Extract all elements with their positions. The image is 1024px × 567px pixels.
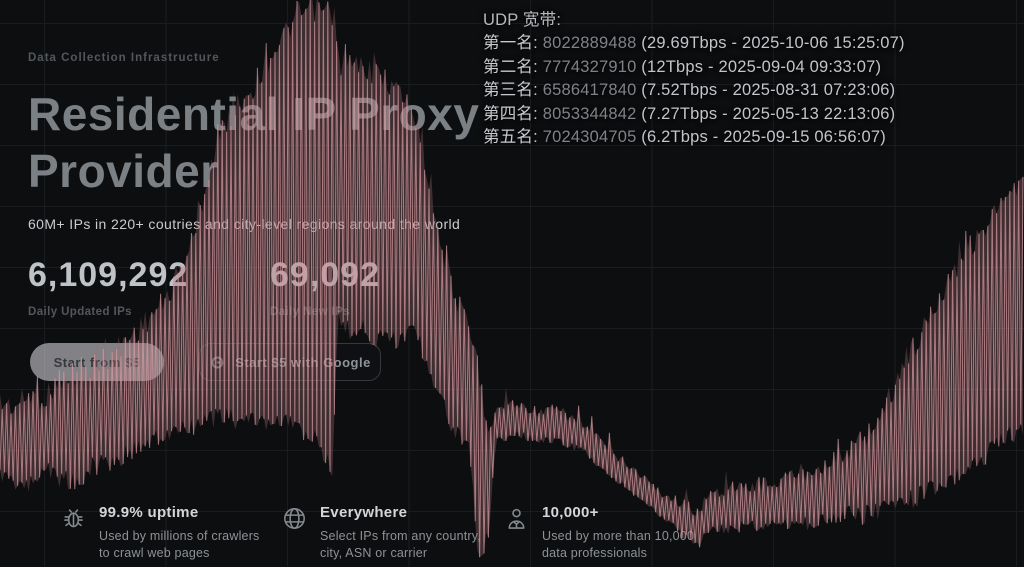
udp-rank-label: 第二名: xyxy=(483,57,538,76)
feature-row: 99.9% uptime Used by millions of crawler… xyxy=(0,504,1024,567)
udp-rank-row: 第三名: 6586417840 (7.52Tbps - 2025-08-31 0… xyxy=(483,79,905,102)
stat-value: 69,092 xyxy=(270,256,380,294)
hero-subtitle: 60M+ IPs in 220+ coutries and city-level… xyxy=(28,216,461,232)
udp-rank-detail: (12Tbps - 2025-09-04 09:33:07) xyxy=(641,57,882,76)
feature-body: Used by more than 10,000 data profession… xyxy=(542,528,694,562)
stat-daily-new-ips: 69,092 Daily New IPs xyxy=(270,256,380,318)
stat-value: 6,109,292 xyxy=(28,256,189,294)
udp-rank-detail: (6.2Tbps - 2025-09-15 06:56:07) xyxy=(641,128,886,147)
feature-uptime: 99.9% uptime Used by millions of crawler… xyxy=(60,504,260,562)
eyebrow-label: Data Collection Infrastructure xyxy=(28,52,220,64)
feature-body-line2: to crawl web pages xyxy=(99,546,210,560)
udp-rank-label: 第三名: xyxy=(483,81,538,100)
feature-body: Used by millions of crawlers to crawl we… xyxy=(99,528,260,562)
feature-title: 10,000+ xyxy=(542,504,599,521)
udp-rank-detail: (7.27Tbps - 2025-05-13 22:13:06) xyxy=(641,104,896,123)
udp-rank-id: 7774327910 xyxy=(542,57,637,76)
bug-icon xyxy=(64,509,83,528)
start-from-5-label: Start from $5 xyxy=(53,354,141,370)
stat-label: Daily New IPs xyxy=(270,306,350,318)
feature-text: Everywhere Select IPs from any country, … xyxy=(320,504,481,562)
feature-body-line2: city, ASN or carrier xyxy=(320,546,428,560)
feature-body-line1: Used by millions of crawlers xyxy=(99,529,260,543)
feature-text: 10,000+ Used by more than 10,000 data pr… xyxy=(542,504,694,562)
feature-everywhere: Everywhere Select IPs from any country, … xyxy=(281,504,481,562)
udp-rank-id: 6586417840 xyxy=(542,81,637,100)
feature-title: Everywhere xyxy=(320,504,408,521)
udp-rank-row: 第四名: 8053344842 (7.27Tbps - 2025-05-13 2… xyxy=(483,103,905,126)
start-from-5-button[interactable]: Start from $5 xyxy=(30,343,164,381)
udp-rank-row: 第二名: 7774327910 (12Tbps - 2025-09-04 09:… xyxy=(483,56,905,79)
udp-rank-label: 第五名: xyxy=(483,128,538,147)
page-title-line2: Provider xyxy=(28,145,219,197)
feature-body: Select IPs from any country, city, ASN o… xyxy=(320,528,481,562)
feature-text: 99.9% uptime Used by millions of crawler… xyxy=(99,504,260,562)
feature-title: 99.9% uptime xyxy=(99,504,199,521)
udp-rank-row: 第一名: 8022889488 (29.69Tbps - 2025-10-06 … xyxy=(483,32,905,55)
feature-body-line1: Select IPs from any country, xyxy=(320,529,481,543)
feature-body-line1: Used by more than 10,000 xyxy=(542,529,695,543)
stat-label: Daily Updated IPs xyxy=(28,306,132,318)
stat-daily-updated-ips: 6,109,292 Daily Updated IPs xyxy=(28,256,188,318)
globe-icon xyxy=(284,508,305,529)
udp-rank-detail: (7.52Tbps - 2025-08-31 07:23:06) xyxy=(641,81,896,100)
udp-bandwidth-panel: UDP 宽带: 第一名: 8022889488 (29.69Tbps - 202… xyxy=(483,9,905,149)
udp-rank-id: 8022889488 xyxy=(542,34,637,53)
udp-rank-id: 8053344842 xyxy=(542,104,637,123)
feature-professionals: 10,000+ Used by more than 10,000 data pr… xyxy=(503,504,694,562)
udp-rank-label: 第一名: xyxy=(483,34,538,53)
start-with-google-label: Start $5 with Google xyxy=(235,354,371,370)
udp-panel-heading: UDP 宽带: xyxy=(483,11,562,29)
udp-rank-row: 第五名: 7024304705 (6.2Tbps - 2025-09-15 06… xyxy=(483,126,905,149)
google-g-icon xyxy=(211,356,224,368)
udp-rank-label: 第四名: xyxy=(483,104,538,123)
feature-body-line2: data professionals xyxy=(542,546,648,560)
udp-rank-detail: (29.69Tbps - 2025-10-06 15:25:07) xyxy=(641,34,905,53)
start-with-google-button[interactable]: Start $5 with Google xyxy=(199,343,381,381)
user-icon xyxy=(508,508,525,529)
udp-rank-id: 7024304705 xyxy=(542,128,637,147)
